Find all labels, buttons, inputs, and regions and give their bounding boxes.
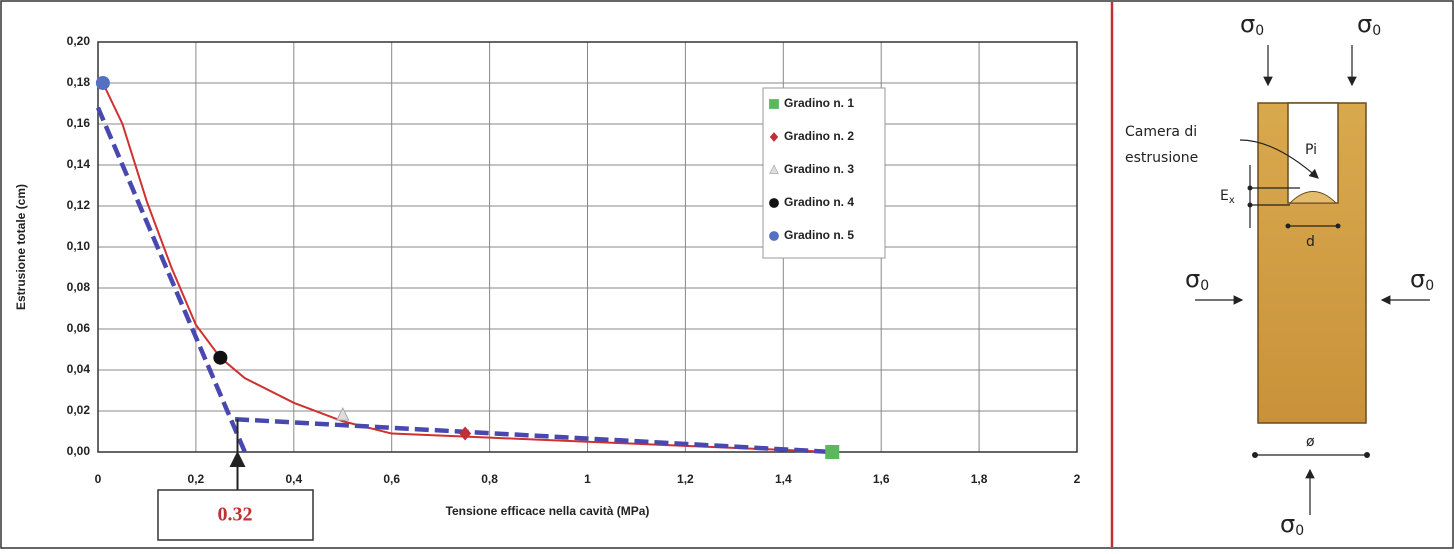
sigma-label: σ0 (1357, 10, 1381, 39)
x-tick-label: 0 (95, 472, 102, 486)
diagram: σ0 σ0 σ0 σ0 σ0 Camera di estrusione Pi E… (1125, 10, 1434, 539)
y-tick-label: 0,10 (67, 239, 91, 253)
y-tick-label: 0,02 (67, 403, 91, 417)
legend-marker (769, 99, 779, 109)
legend-label: Gradino n. 3 (784, 162, 854, 176)
sigma-label: σ0 (1280, 510, 1304, 539)
point (95, 76, 110, 90)
arrows (1195, 45, 1430, 515)
phi-label: ø (1306, 434, 1315, 450)
legend-marker (769, 198, 779, 208)
y-tick-label: 0,08 (67, 280, 91, 294)
x-axis-label: Tensione efficace nella cavità (MPa) (446, 504, 650, 518)
x-tick-label: 1,4 (775, 472, 792, 486)
fit-curve (101, 82, 833, 453)
annotation-box (157, 489, 314, 541)
x-tick-label: 1,8 (971, 472, 988, 486)
x-tick-label: 2 (1074, 472, 1081, 486)
plot-border (97, 41, 1078, 453)
y-axis-label: Estrusione totale (cm) (14, 184, 28, 310)
legend-box (762, 87, 886, 259)
x-tick-label: 0,2 (188, 472, 205, 486)
x-tick-label: 0,4 (285, 472, 302, 486)
point (825, 445, 840, 459)
x-tick-label: 1,6 (873, 472, 890, 486)
sigma-label: σ0 (1410, 265, 1434, 294)
point (335, 406, 350, 421)
dots (1247, 185, 1370, 458)
legend-marker (769, 164, 779, 174)
y-tick-label: 0,06 (67, 321, 91, 335)
sigma-label: σ0 (1185, 265, 1209, 294)
legend-label: Gradino n. 1 (784, 96, 854, 110)
camera-label: estrusione (1125, 150, 1198, 166)
y-tick-label: 0,00 (67, 444, 91, 458)
point (213, 350, 228, 365)
ex-label: Ex (1220, 188, 1235, 206)
d-label: d (1306, 234, 1315, 250)
trend-line (234, 416, 833, 455)
legend-label: Gradino n. 5 (784, 228, 854, 242)
y-tick-label: 0,18 (67, 75, 91, 89)
point (459, 426, 472, 441)
x-tick-label: 1 (584, 472, 591, 486)
pi-label: Pi (1305, 142, 1317, 158)
trend-line (95, 106, 247, 453)
x-tick-label: 1,2 (677, 472, 694, 486)
y-tick-label: 0,14 (67, 157, 91, 171)
legend: Gradino n. 1 Gradino n. 2 Gradino n. 3 Grad… (762, 87, 886, 259)
x-tick-label: 0,6 (383, 472, 400, 486)
annotation-text: 0.32 (218, 504, 253, 526)
y-tick-label: 0,12 (67, 198, 91, 212)
y-tick-label: 0,04 (67, 362, 91, 376)
cavity (1287, 102, 1339, 204)
plot: 0 0,2 0,4 0,6 0,8 1 1,2 1,4 1,6 1,8 2 0,00 0,02 0,04 0… (14, 34, 1081, 541)
legend-marker (769, 231, 779, 241)
x-tick-label: 0,8 (481, 472, 498, 486)
legend-label: Gradino n. 2 (784, 129, 854, 143)
legend-label: Gradino n. 4 (784, 195, 854, 209)
sigma-label: σ0 (1240, 10, 1264, 39)
camera-label: Camera di (1125, 124, 1197, 140)
y-tick-label: 0,16 (67, 116, 91, 130)
y-tick-label: 0,20 (67, 34, 91, 48)
